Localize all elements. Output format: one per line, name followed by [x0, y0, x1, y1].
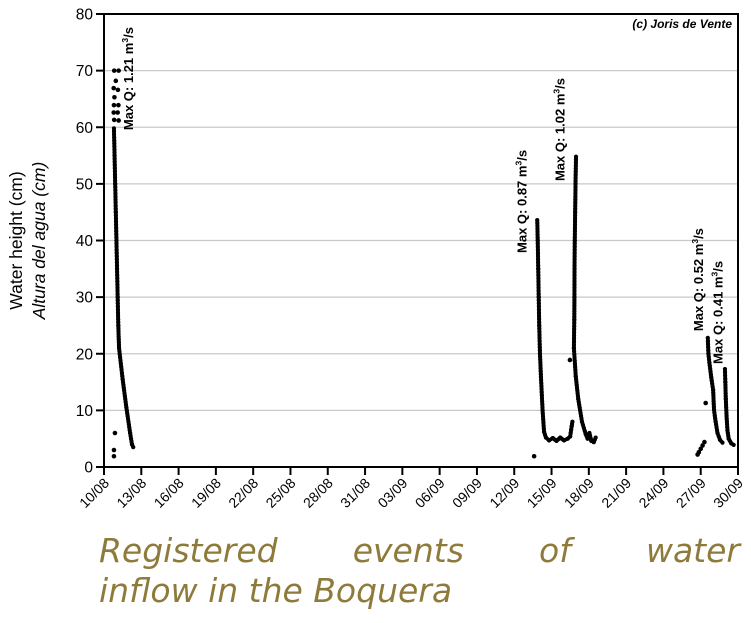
event-3: Max Q: 1.02 m3/s [552, 78, 598, 445]
x-tick-label: 06/09 [412, 475, 448, 511]
event-4-point [703, 400, 708, 406]
x-tick-label: 03/09 [374, 475, 410, 511]
event-1-point [115, 87, 121, 93]
event-4-point [698, 446, 704, 452]
event-4-point [702, 439, 707, 445]
x-tick-label: 25/08 [262, 475, 298, 511]
x-tick-label: 10/08 [76, 475, 112, 511]
event-1-point [111, 102, 117, 108]
x-tick-label: 31/08 [337, 475, 373, 511]
event-1-point [111, 447, 117, 453]
copyright-text: (c) Joris de Vente [632, 17, 732, 31]
event-1: Max Q: 1.21 m3/s [111, 27, 136, 459]
y-axis-label-secondary: Altura del agua (cm) [29, 162, 49, 321]
event-4: Max Q: 0.52 m3/s [690, 228, 725, 457]
event-3-annotation: Max Q: 1.02 m3/s [552, 78, 568, 181]
event-1-annotation: Max Q: 1.21 m3/s [120, 27, 136, 130]
y-tick-label: 50 [76, 176, 94, 193]
y-tick-label: 80 [76, 7, 94, 24]
caption-line-1: Registered events of water [99, 531, 740, 570]
event-4-annotation: Max Q: 0.52 m3/s [690, 228, 706, 331]
event-1-point [111, 117, 117, 123]
y-tick-label: 40 [76, 233, 94, 250]
figure-caption: Registered events of water inflow in the… [99, 531, 740, 611]
x-tick-label: 15/09 [524, 475, 560, 511]
event-1-point [111, 453, 117, 459]
x-tick-label: 21/09 [598, 475, 634, 511]
event-2-annotation: Max Q: 0.87 m3/s [514, 150, 530, 253]
x-tick-label: 22/08 [225, 475, 261, 511]
event-1-point [113, 78, 119, 84]
y-tick-label: 0 [84, 460, 93, 477]
event-3-point [567, 357, 573, 363]
event-1-point [111, 110, 116, 115]
gridlines [105, 69, 737, 412]
y-axis-label: Water height (cm) [6, 171, 26, 309]
x-tick-label: 19/08 [188, 475, 224, 511]
event-5: Max Q: 0.41 m3/s [709, 261, 736, 448]
event-1-point [111, 85, 116, 91]
x-tick-label: 30/09 [710, 475, 746, 511]
event-1-point [116, 68, 121, 73]
x-tick-label: 09/09 [449, 475, 485, 511]
caption-line-2: inflow in the Boquera [99, 571, 453, 610]
event-1-point [112, 94, 117, 100]
event-2: Max Q: 0.87 m3/s [514, 150, 575, 459]
y-tick-label: 60 [76, 120, 94, 137]
water-height-chart: Max Q: 1.21 m3/s Max Q: 0.87 m3/s Max Q: 1… [6, 7, 747, 511]
x-tick-label: 16/08 [151, 475, 187, 511]
event-4-point [700, 443, 705, 448]
x-tick-label: 28/08 [300, 475, 336, 511]
event-1-point [112, 430, 118, 436]
event-5-annotation: Max Q: 0.41 m3/s [709, 261, 725, 364]
y-tick-label: 10 [76, 403, 94, 420]
x-tick-label: 18/09 [561, 475, 597, 511]
event-1-point [115, 110, 120, 115]
x-tick-label: 27/09 [673, 475, 709, 511]
y-tick-label: 30 [76, 290, 94, 307]
axis-ticks: 0 10 20 30 40 50 60 70 80 10/08 13/08 16/08 19/08 22/… [76, 7, 747, 511]
x-tick-label: 24/09 [635, 475, 671, 511]
event-1-point [116, 102, 121, 108]
y-tick-label: 70 [76, 63, 94, 80]
x-tick-label: 13/08 [113, 475, 149, 511]
event-2-point [531, 453, 537, 459]
event-1-point [111, 68, 117, 73]
y-tick-label: 20 [76, 346, 94, 363]
event-4-point [696, 449, 702, 455]
event-1-point [116, 118, 121, 123]
x-tick-label: 12/09 [486, 475, 522, 511]
